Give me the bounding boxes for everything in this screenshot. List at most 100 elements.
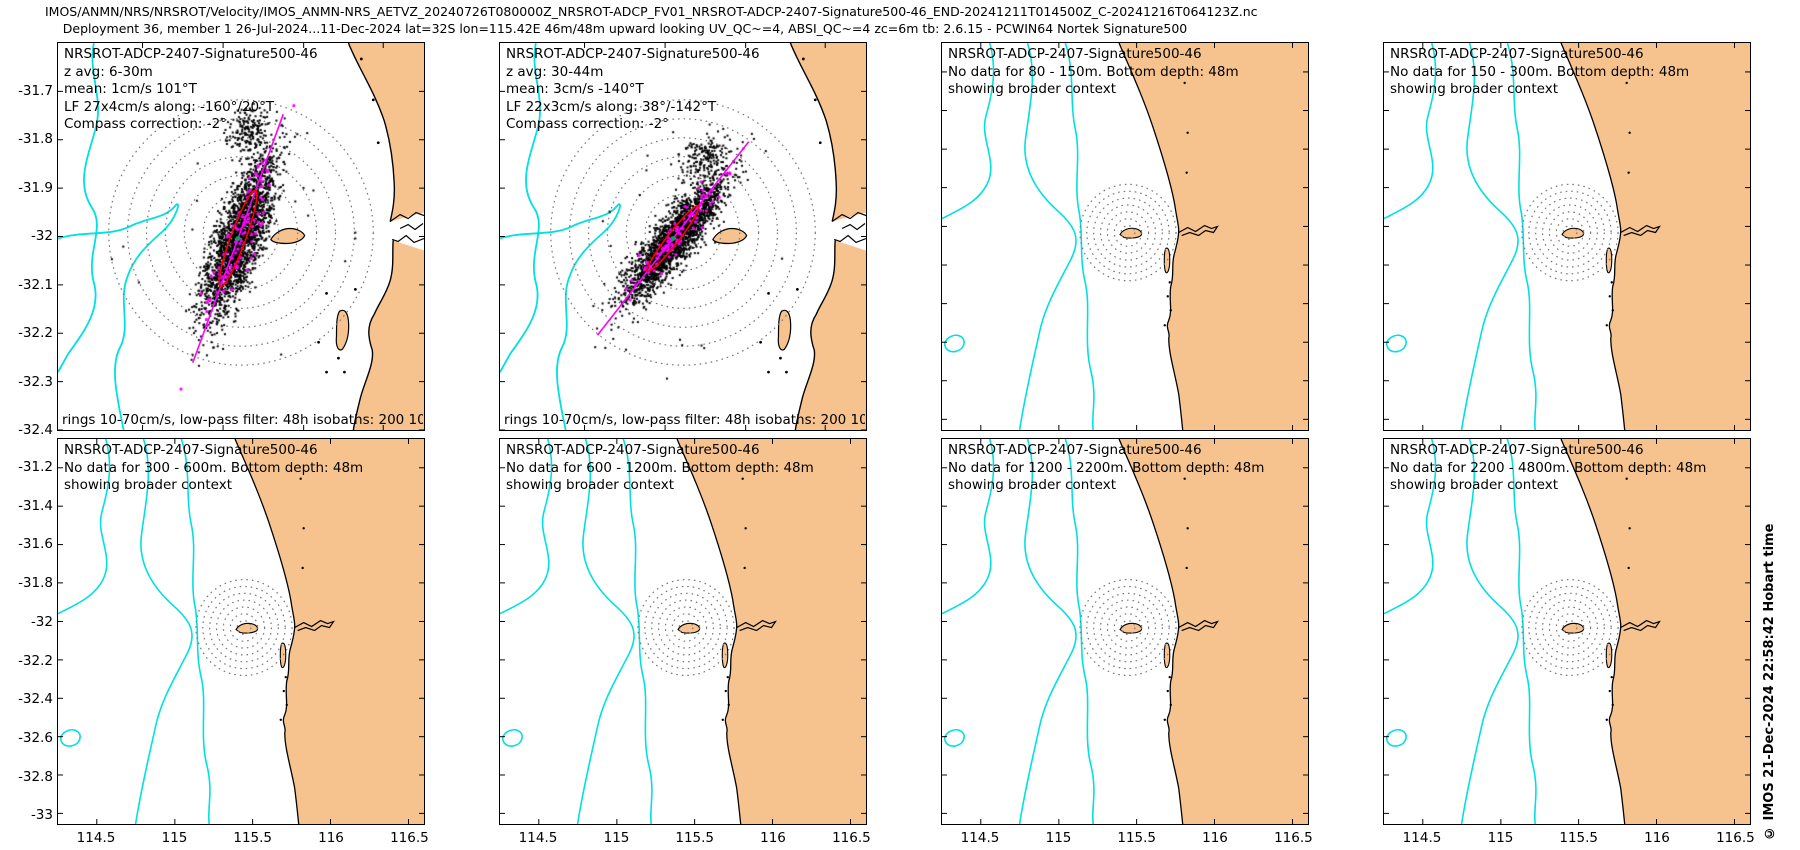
velocity-ring	[1521, 183, 1619, 282]
panel-title: NRSROT-ADCP-2407-Signature500-46	[948, 46, 1202, 62]
isobath-contour	[1018, 439, 1077, 824]
swan-estuary	[1178, 224, 1219, 237]
y-tick-label: -32	[30, 228, 53, 244]
panel-info-line: LF 22x3cm/s along: 38°/-142°T	[506, 98, 717, 115]
lf-std-ellipse	[218, 189, 258, 288]
velocity-ring	[202, 585, 286, 670]
rottnest-island	[1119, 622, 1143, 634]
x-tick-label: 116	[760, 830, 786, 846]
isobath-contour	[134, 439, 193, 824]
velocity-ring	[215, 599, 273, 656]
velocity-ring	[1541, 204, 1599, 261]
velocity-ring	[222, 606, 266, 649]
panel-2: NRSROT-ADCP-2407-Signature500-46 z avg: 3…	[499, 42, 868, 431]
islet-dot	[1608, 689, 1611, 693]
y-tick-label: -32.4	[18, 422, 53, 438]
panel-info-line: mean: 3cm/s -140°T	[506, 81, 644, 97]
isobath-contour	[1384, 439, 1437, 615]
panel-footer: rings 10-70cm/s, low-pass filter: 48h is…	[504, 412, 865, 428]
islet-dot	[1183, 477, 1186, 480]
coastline	[1560, 43, 1626, 430]
islet-dot	[1628, 527, 1631, 530]
panel-1: NRSROT-ADCP-2407-Signature500-46 z avg: 6…	[57, 42, 426, 431]
panel-info-line: z avg: 6-30m	[64, 63, 153, 80]
y-tick-label: -32.1	[18, 276, 53, 293]
coastline	[234, 439, 300, 824]
y-tick-label: -31.8	[18, 575, 53, 591]
panel-info-line: showing broader context	[948, 81, 1117, 97]
velocity-ring	[209, 592, 279, 663]
velocity-ring	[1528, 190, 1612, 275]
isobath-contour	[576, 439, 635, 824]
x-tick-label: 116.5	[832, 830, 871, 846]
islet-dot	[1163, 324, 1166, 327]
swan-estuary	[1178, 619, 1219, 632]
islet-dot	[1610, 281, 1613, 284]
landmass	[1119, 439, 1308, 824]
landmass	[1561, 439, 1750, 824]
map-broad	[942, 439, 1308, 824]
islet-dot	[1605, 324, 1608, 327]
panel-info-line: LF 27x4cm/s along: -160°/20°T	[64, 98, 275, 115]
rottnest-island	[1561, 227, 1585, 239]
velocity-ring	[1541, 599, 1599, 656]
velocity-ring	[1528, 585, 1612, 670]
x-tick-label: 115	[603, 830, 630, 846]
velocity-ring	[229, 613, 259, 642]
velocity-ring	[1079, 183, 1177, 282]
islet-dot	[1611, 703, 1614, 707]
x-tick-label: 114.5	[76, 830, 116, 846]
garden-island	[721, 642, 729, 669]
garden-island	[1605, 642, 1613, 669]
garden-island	[1605, 247, 1613, 274]
swan-estuary	[1620, 224, 1661, 237]
garden-island	[1163, 247, 1171, 274]
scatter-overlay	[596, 141, 750, 336]
islet-dot	[1627, 566, 1630, 570]
x-tick-label: 115	[161, 830, 188, 846]
x-tick-label: 116	[318, 830, 344, 846]
islet-dot	[1163, 718, 1166, 722]
x-tick-label: 115.5	[233, 830, 273, 846]
velocity-scatter-canvas	[58, 43, 426, 431]
panel-title: NRSROT-ADCP-2407-Signature500-46	[948, 442, 1202, 458]
islet-dot	[744, 527, 747, 530]
panel-7: NRSROT-ADCP-2407-Signature500-46 No data …	[941, 438, 1309, 825]
panel-info-line: No data for 150 - 300m. Bottom depth: 48…	[1390, 63, 1690, 80]
islet-dot	[1627, 171, 1630, 174]
rottnest-island	[677, 622, 701, 634]
isobath-contour	[180, 439, 211, 824]
x-tick-label: 114.5	[518, 830, 558, 846]
velocity-ring	[1562, 225, 1578, 240]
islet-dot	[285, 703, 288, 707]
panel-info-line: No data for 2200 - 4800m. Bottom depth: …	[1390, 459, 1707, 476]
lf-std-ellipse	[646, 204, 700, 273]
velocity-ring	[1120, 225, 1136, 240]
velocity-ring	[1086, 190, 1170, 275]
islet-dot	[1168, 675, 1171, 679]
velocity-ring	[195, 579, 293, 677]
rottnest-island	[235, 622, 259, 634]
isobath-contour	[1384, 43, 1437, 220]
islet-dot	[1611, 309, 1614, 312]
panel-info-line: showing broader context	[948, 477, 1117, 493]
velocity-ring	[1120, 620, 1136, 635]
x-tick-label: 116.5	[390, 830, 429, 846]
islet-dot	[1610, 675, 1613, 679]
panel-title: NRSROT-ADCP-2407-Signature500-46	[64, 46, 318, 62]
islet-dot	[301, 566, 304, 570]
x-tick-label: 116	[1202, 830, 1228, 846]
isobath-contour	[1064, 439, 1095, 824]
panel-title: NRSROT-ADCP-2407-Signature500-46	[64, 442, 318, 458]
swan-estuary	[736, 619, 777, 632]
velocity-ring	[637, 579, 735, 677]
velocity-ring	[1086, 585, 1170, 670]
velocity-ring	[1106, 211, 1150, 254]
islet-dot	[1628, 131, 1631, 134]
velocity-ring	[1093, 197, 1163, 268]
y-tick-label: -32.3	[18, 373, 53, 390]
map-broad	[942, 43, 1308, 430]
panel-info-line: showing broader context	[64, 477, 233, 493]
garden-island	[1163, 642, 1171, 669]
